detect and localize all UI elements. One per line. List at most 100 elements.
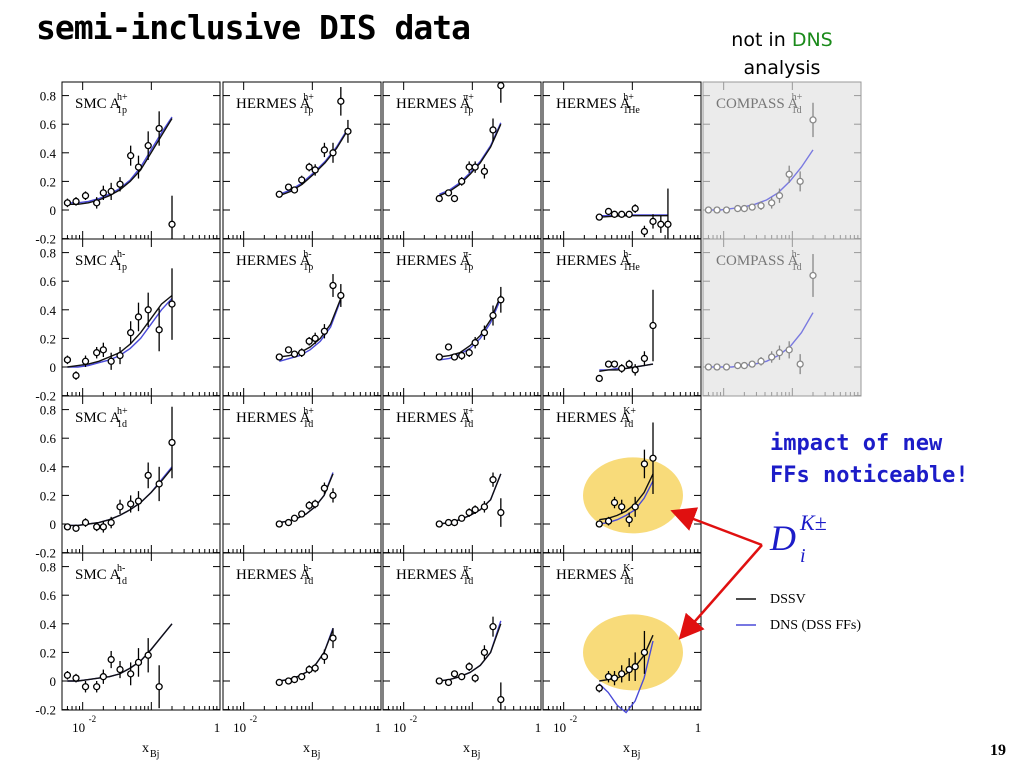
data-point <box>284 346 293 354</box>
legend-label-0: DSSV <box>770 592 806 607</box>
highlight-ellipse <box>583 614 683 691</box>
data-point <box>465 663 473 671</box>
data-point <box>757 357 765 365</box>
panel-15: HERMES Ah- 1d <box>222 552 382 711</box>
data-point <box>305 501 313 510</box>
data-point <box>631 663 639 671</box>
data-point <box>168 220 176 228</box>
data-point <box>337 291 345 300</box>
data-point <box>444 189 453 197</box>
arrow-to-k-plus <box>670 507 763 547</box>
data-point <box>155 683 163 691</box>
data-point <box>704 206 713 214</box>
panel-label-sub: 1He <box>623 262 640 273</box>
data-point <box>127 329 135 337</box>
panel-label: HERMES A <box>396 96 471 112</box>
data-point <box>497 296 505 304</box>
panel-label: SMC A <box>75 96 121 112</box>
y-tick-label: 0.2 <box>40 645 56 660</box>
data-point <box>93 523 101 531</box>
data-point <box>465 163 473 171</box>
data-point <box>320 327 329 335</box>
data-point <box>63 199 72 207</box>
data-point <box>81 683 90 691</box>
panel-label: HERMES A <box>396 253 471 269</box>
data-point <box>610 674 619 682</box>
y-tick-label: 0.6 <box>40 431 57 446</box>
panel-label-sup: h- <box>623 249 631 260</box>
data-point <box>305 337 313 345</box>
data-point <box>311 664 319 672</box>
data-point <box>81 357 90 365</box>
arrow-to-k-minus <box>678 544 763 640</box>
panel-label: COMPASS A <box>716 96 799 112</box>
data-point <box>595 374 603 383</box>
data-point <box>740 361 748 370</box>
data-point <box>604 517 613 525</box>
panel-label-sub: 1d <box>792 262 802 273</box>
data-point <box>144 306 152 314</box>
panel-2: HERMES Aπ+ 1p <box>382 81 542 240</box>
panel-12: HERMES Aπ+ 1d <box>382 395 542 554</box>
data-point <box>290 350 299 358</box>
panel-3: HERMES Ah+ 1He <box>542 81 702 240</box>
data-point <box>604 673 613 681</box>
data-point <box>480 503 489 511</box>
data-point <box>275 520 283 528</box>
data-point <box>155 326 163 334</box>
x-tick-label: 10 <box>233 720 246 735</box>
y-tick-label: 0.4 <box>40 303 57 318</box>
dns-curve <box>598 640 654 714</box>
dssv-curve <box>67 118 173 206</box>
data-point <box>640 227 649 236</box>
data-point <box>329 281 337 290</box>
data-point <box>796 360 804 368</box>
data-point <box>595 684 603 692</box>
data-point <box>740 204 748 213</box>
x-tick-label: 1 <box>375 720 382 735</box>
data-point <box>631 204 639 213</box>
data-point <box>81 518 90 527</box>
panel-7: HERMES Aπ- 1p <box>382 238 542 397</box>
data-point <box>63 523 72 531</box>
panel-label-sup: h- <box>303 249 311 260</box>
data-point <box>748 203 756 211</box>
data-point <box>450 518 459 527</box>
panel-label-sup: h+ <box>303 406 314 417</box>
dssv-curve <box>599 214 668 218</box>
formula-sup: K± <box>799 510 827 535</box>
data-point <box>63 671 72 679</box>
data-point <box>435 520 443 528</box>
panel-label-sup: h+ <box>303 92 314 103</box>
data-point <box>298 510 306 518</box>
data-point <box>320 653 329 661</box>
data-point <box>713 206 721 214</box>
dns-curve <box>279 472 334 524</box>
panel-10: SMC Ah+ 1d <box>61 395 221 554</box>
compass-panel-bg <box>703 239 861 396</box>
data-point <box>298 673 306 681</box>
data-point <box>99 523 107 531</box>
data-point <box>134 497 143 505</box>
data-point <box>435 353 443 361</box>
data-point <box>722 206 731 214</box>
data-point <box>329 634 337 642</box>
y-tick-label: 0.8 <box>40 246 56 261</box>
data-point <box>93 683 101 691</box>
panel-label-sup: K- <box>623 563 634 574</box>
page-title: semi-inclusive DIS data <box>36 8 471 47</box>
data-point <box>275 190 283 198</box>
data-point <box>72 197 80 206</box>
data-point <box>625 665 633 674</box>
x-tick-label: 1 <box>695 720 702 735</box>
y-tick-label: 0.4 <box>40 460 57 475</box>
x-tick-label: 1 <box>214 720 221 735</box>
x-tick-exponent: -2 <box>89 714 97 724</box>
dssv-curve <box>279 298 342 358</box>
dssv-curve <box>439 295 502 358</box>
x-tick-label: 1 <box>535 720 542 735</box>
data-point <box>785 346 793 354</box>
panel-label-sub: 1d <box>463 419 473 430</box>
data-point <box>480 167 489 176</box>
data-point <box>649 454 657 462</box>
